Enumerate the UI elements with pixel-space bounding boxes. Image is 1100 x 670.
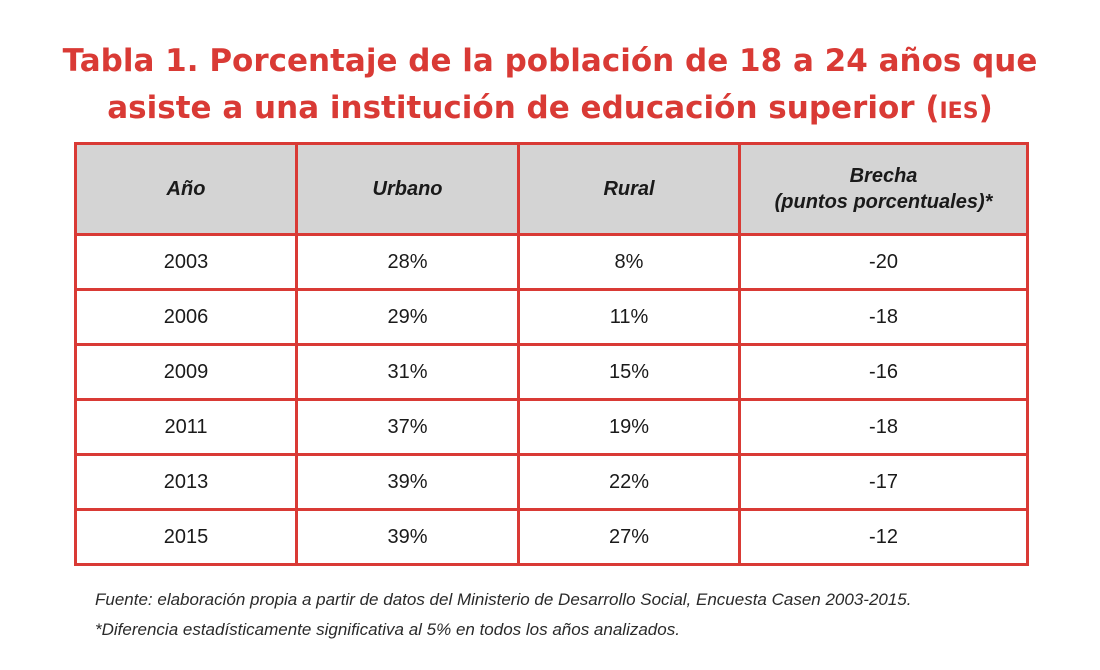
header-gap: Brecha (puntos porcentuales)*	[738, 142, 1029, 236]
title-line-2-close: )	[978, 90, 993, 126]
header-year: Año	[74, 142, 298, 236]
table-row: 2003 28% 8% -20	[74, 233, 1029, 291]
cell-gap: -20	[738, 233, 1029, 291]
cell-year: 2009	[74, 343, 298, 401]
cell-rural: 15%	[517, 343, 741, 401]
cell-gap: -16	[738, 343, 1029, 401]
title-abbreviation: IES	[939, 90, 979, 126]
cell-rural: 11%	[517, 288, 741, 346]
cell-rural: 27%	[517, 508, 741, 566]
title-line-2: asiste a una institución de educación su…	[0, 85, 1100, 132]
cell-rural: 22%	[517, 453, 741, 511]
header-gap-line-1: Brecha	[849, 165, 918, 187]
cell-year: 2015	[74, 508, 298, 566]
footnote: *Diferencia estadísticamente significati…	[95, 620, 680, 639]
table-row: 2015 39% 27% -12	[74, 508, 1029, 566]
cell-year: 2011	[74, 398, 298, 456]
cell-year: 2013	[74, 453, 298, 511]
title-line-2-text: asiste a una institución de educación su…	[107, 90, 940, 126]
cell-gap: -12	[738, 508, 1029, 566]
title-line-1: Tabla 1. Porcentaje de la población de 1…	[62, 43, 1038, 79]
cell-urban: 39%	[295, 508, 520, 566]
cell-gap: -18	[738, 288, 1029, 346]
data-table: Año Urbano Rural Brecha (puntos porcentu…	[74, 142, 1029, 566]
table-row: 2011 37% 19% -18	[74, 398, 1029, 456]
cell-gap: -18	[738, 398, 1029, 456]
source-note: Fuente: elaboración propia a partir de d…	[95, 590, 912, 609]
page-title: Tabla 1. Porcentaje de la población de 1…	[0, 38, 1100, 132]
cell-gap: -17	[738, 453, 1029, 511]
header-urban: Urbano	[295, 142, 520, 236]
cell-rural: 8%	[517, 233, 741, 291]
cell-urban: 29%	[295, 288, 520, 346]
header-gap-line-2: (puntos porcentuales)*	[774, 191, 993, 213]
table-row: 2006 29% 11% -18	[74, 288, 1029, 346]
cell-urban: 28%	[295, 233, 520, 291]
cell-rural: 19%	[517, 398, 741, 456]
cell-urban: 39%	[295, 453, 520, 511]
table-row: 2009 31% 15% -16	[74, 343, 1029, 401]
cell-year: 2006	[74, 288, 298, 346]
table-row: 2013 39% 22% -17	[74, 453, 1029, 511]
cell-year: 2003	[74, 233, 298, 291]
table-notes: Fuente: elaboración propia a partir de d…	[95, 585, 911, 645]
cell-urban: 31%	[295, 343, 520, 401]
header-rural: Rural	[517, 142, 741, 236]
header-row: Año Urbano Rural Brecha (puntos porcentu…	[74, 142, 1029, 236]
cell-urban: 37%	[295, 398, 520, 456]
